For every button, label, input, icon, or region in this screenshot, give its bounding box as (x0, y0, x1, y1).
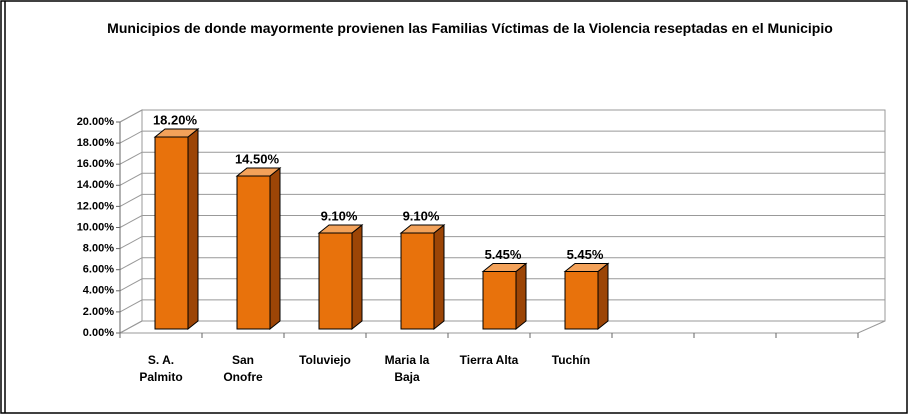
bar (235, 166, 282, 331)
y-tick-label: 8.00% (83, 243, 114, 255)
bar (563, 262, 610, 331)
data-label: 14.50% (235, 151, 280, 166)
bar (481, 262, 528, 331)
grid-line (119, 299, 885, 313)
data-label: 18.20% (153, 112, 198, 127)
x-tick-label: Maria la Baja (384, 353, 430, 384)
bar-front (318, 232, 353, 330)
bar-side (351, 223, 363, 331)
bar (153, 127, 200, 331)
bar-side (269, 166, 281, 331)
x-tick-label: San Onofre (223, 353, 263, 384)
grid-line (119, 109, 885, 123)
bar (317, 223, 364, 331)
grid-line (119, 130, 885, 144)
grid-line (119, 278, 885, 292)
x-tick-label: S. A. Palmito (139, 353, 183, 384)
x-tick-label: Tuchín (551, 353, 591, 367)
data-label: 9.10% (403, 208, 440, 223)
data-label: 5.45% (567, 247, 604, 262)
y-tick-label: 6.00% (83, 264, 114, 276)
grid-line (119, 172, 885, 186)
bar-side (597, 262, 609, 331)
data-label: 9.10% (321, 208, 358, 223)
y-tick-label: 16.00% (77, 158, 115, 170)
grid-line (119, 193, 885, 207)
bar-side (187, 127, 199, 331)
bar-front (400, 232, 435, 330)
chart-title: Municipios de donde mayormente provienen… (107, 20, 833, 36)
bar-front (154, 136, 189, 330)
grid-line (119, 236, 885, 250)
grid-line (119, 257, 885, 271)
y-tick-label: 2.00% (83, 306, 114, 318)
bar-front (482, 271, 517, 330)
x-tick-label: Tierra Alta (459, 353, 519, 367)
grid-line (119, 320, 885, 334)
y-tick-label: 14.00% (77, 179, 115, 191)
y-tick-label: 20.00% (77, 116, 115, 128)
bar-side (433, 223, 445, 331)
y-tick-label: 0.00% (83, 327, 114, 339)
y-tick-label: 10.00% (77, 221, 115, 233)
x-tick-label: Toluviejo (299, 353, 351, 367)
bar-front (236, 175, 271, 330)
data-label: 5.45% (485, 247, 522, 262)
bar (399, 223, 446, 331)
y-tick-label: 4.00% (83, 285, 114, 297)
bar-front (564, 271, 599, 330)
grid-line (119, 215, 885, 228)
bar-side (515, 262, 527, 331)
grid-line (119, 151, 885, 165)
y-tick-label: 18.00% (77, 137, 115, 149)
y-tick-label: 12.00% (77, 200, 115, 212)
